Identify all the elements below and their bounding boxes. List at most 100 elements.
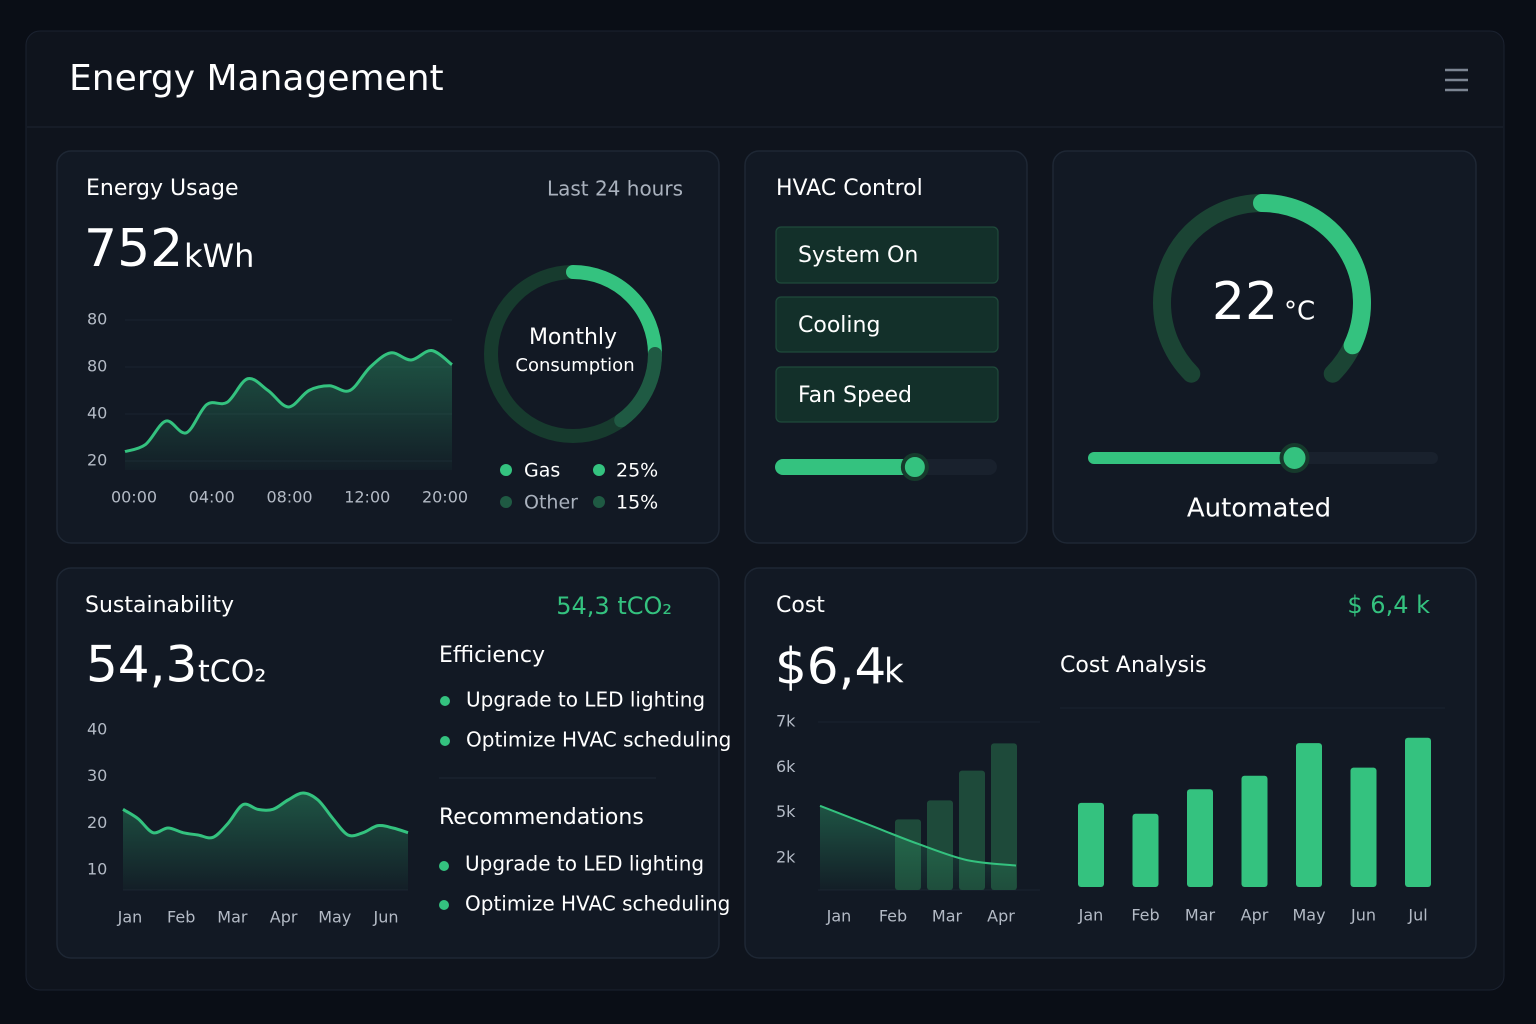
legend-dot	[500, 496, 512, 508]
x-tick-label: Jul	[1407, 906, 1427, 925]
button-label: Cooling	[798, 313, 880, 338]
x-tick-label: Feb	[879, 907, 907, 926]
y-tick-label: 2k	[776, 848, 796, 867]
kpi-value: $6,4	[775, 638, 886, 696]
x-tick-label: Feb	[1131, 906, 1159, 925]
legend-label: Other	[524, 492, 578, 514]
x-tick-label: 08:00	[266, 488, 312, 507]
y-tick-label: 5k	[776, 802, 796, 821]
y-tick-label: 20	[87, 451, 107, 470]
legend-value: 15%	[616, 492, 658, 514]
x-tick-label: Jun	[1350, 906, 1376, 925]
bar	[1078, 802, 1104, 887]
menu-button[interactable]	[1445, 68, 1468, 92]
x-tick-label: 00:00	[111, 488, 157, 507]
line	[819, 804, 1017, 867]
y-tick-label: 7k	[776, 712, 796, 731]
page-title: Energy Management	[69, 58, 444, 99]
thermostat-card	[1052, 150, 1477, 544]
gauge-arc	[1253, 194, 1371, 355]
area	[125, 350, 452, 470]
x-tick-label: Jan	[826, 907, 852, 926]
temperature-unit: °C	[1284, 297, 1315, 327]
x-tick-label: Apr	[1241, 906, 1269, 925]
x-tick-label: Feb	[167, 908, 195, 927]
legend-label: Gas	[524, 460, 560, 482]
headline: $ 6,4 k	[1347, 591, 1430, 619]
x-tick-label: May	[1292, 906, 1325, 925]
button[interactable]	[775, 366, 999, 423]
temperature: 22	[1212, 272, 1278, 332]
bullets	[439, 696, 450, 910]
kpi-unit: tCO₂	[198, 655, 266, 690]
list-item: Optimize HVAC scheduling	[466, 728, 731, 752]
y-tick-label: 80	[87, 310, 107, 329]
legend-value: 25%	[616, 460, 658, 482]
period: Last 24 hours	[547, 177, 683, 201]
list-item: Optimize HVAC scheduling	[465, 892, 730, 916]
bar	[1350, 767, 1377, 887]
bar	[1187, 789, 1213, 887]
y-tick-label: 6k	[776, 757, 796, 776]
energy-card	[56, 150, 720, 544]
y-tick-label: 40	[87, 404, 107, 423]
legend-dot	[593, 496, 605, 508]
x-tick-label: Apr	[270, 908, 298, 927]
donut-segment	[614, 347, 662, 428]
bar	[991, 743, 1017, 890]
kpi-value: 752	[84, 219, 183, 279]
x-tick-label: Mar	[217, 908, 248, 927]
slider-fill	[775, 459, 915, 475]
kpi-unit: k	[884, 652, 904, 692]
card-title: Cost	[776, 593, 825, 618]
y-tick-label: 10	[87, 860, 107, 879]
kpi-value: 54,3	[86, 636, 197, 694]
chart-title: Cost Analysis	[1060, 653, 1207, 678]
donut-title: Monthly	[529, 325, 617, 350]
list-item: Upgrade to LED lighting	[465, 852, 704, 876]
line	[124, 349, 453, 454]
y-tick-label: 30	[87, 766, 107, 785]
x-tick-label: 20:00	[422, 488, 468, 507]
area	[123, 793, 408, 890]
x-tick-label: Mar	[1185, 906, 1216, 925]
x-tick-label: Jan	[117, 908, 143, 927]
y-tick-label: 80	[87, 357, 107, 376]
legend-dot	[593, 464, 605, 476]
cost-card	[744, 567, 1477, 959]
headline: 54,3 tCO₂	[556, 592, 672, 620]
button[interactable]	[775, 296, 999, 353]
kpi-unit: kWh	[184, 237, 254, 275]
y-tick-label: 40	[87, 720, 107, 739]
area	[820, 805, 1016, 890]
line	[122, 791, 409, 840]
button-label: System On	[798, 243, 918, 268]
donut-segment	[566, 265, 662, 361]
x-tick-label: 12:00	[344, 488, 390, 507]
x-tick-label: May	[318, 908, 351, 927]
section-title: Efficiency	[439, 643, 545, 668]
button[interactable]	[775, 226, 999, 284]
bar	[1296, 743, 1322, 887]
y-tick-label: 20	[87, 813, 107, 832]
x-tick-label: Apr	[987, 907, 1015, 926]
card-title: Sustainability	[85, 593, 234, 618]
button-label: Fan Speed	[798, 383, 912, 408]
x-tick-label: Jan	[1078, 906, 1104, 925]
mode-label: Automated	[1187, 494, 1331, 524]
bar	[1132, 813, 1159, 887]
donut-title: Consumption	[515, 355, 634, 376]
bar	[1241, 775, 1268, 887]
bar	[1405, 737, 1431, 887]
x-tick-label: Mar	[932, 907, 963, 926]
slider-knob[interactable]	[1279, 443, 1310, 473]
section-title: Recommendations	[439, 805, 644, 830]
slider-knob[interactable]	[900, 453, 929, 481]
list-item: Upgrade to LED lighting	[466, 688, 705, 712]
legend-dot	[500, 464, 512, 476]
card-title: Energy Usage	[86, 176, 239, 201]
card-title: HVAC Control	[776, 176, 923, 201]
x-tick-label: Jun	[373, 908, 399, 927]
slider-fill	[1088, 452, 1295, 464]
